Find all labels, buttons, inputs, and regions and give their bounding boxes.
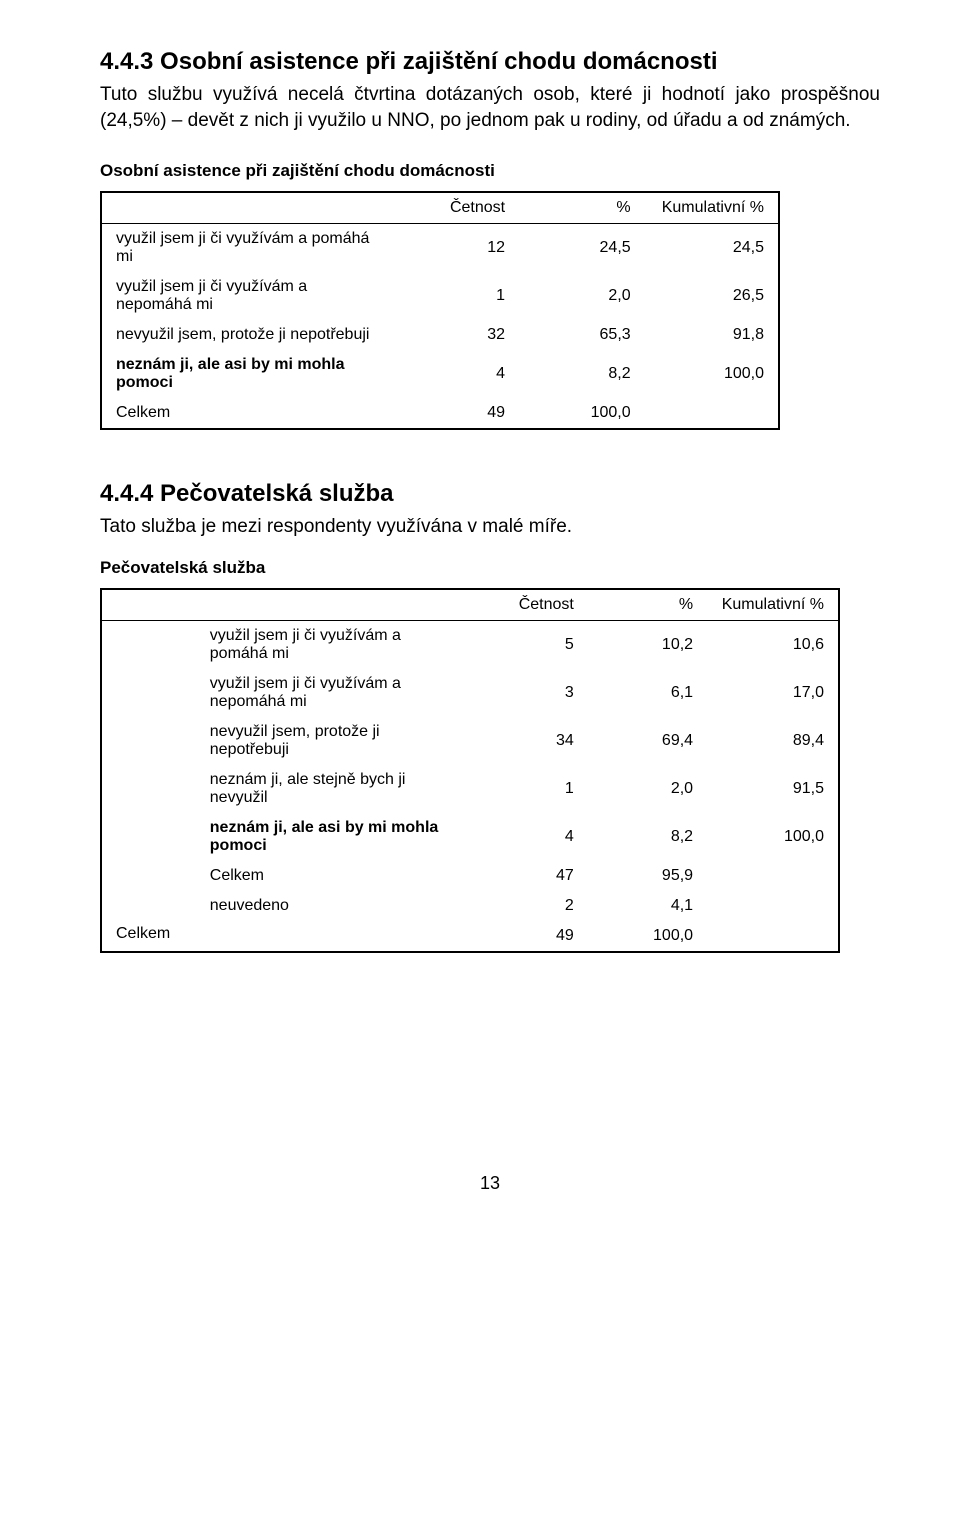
- col-percent: %: [519, 192, 645, 224]
- cell: 4: [465, 813, 588, 861]
- table-2: Četnost % Kumulativní % Celkem využil js…: [100, 588, 840, 953]
- cell: 10,2: [588, 620, 707, 669]
- row-label: Celkem: [101, 398, 391, 429]
- cell: 26,5: [645, 272, 779, 320]
- cell: 100,0: [645, 350, 779, 398]
- cell: 91,5: [707, 765, 839, 813]
- table-header-row: Četnost % Kumulativní %: [101, 589, 839, 621]
- cell: 34: [465, 717, 588, 765]
- cell: 5: [465, 620, 588, 669]
- cell: 32: [391, 320, 519, 350]
- table-row: neuvedeno 2 4,1: [101, 891, 839, 921]
- row-label: nevyužil jsem, protože ji nepotřebuji: [101, 320, 391, 350]
- cell: [707, 921, 839, 952]
- table-row: neznám ji, ale stejně bych ji nevyužil 1…: [101, 765, 839, 813]
- cell: 1: [391, 272, 519, 320]
- cell: 95,9: [588, 861, 707, 891]
- table-row: využil jsem ji či využívám a nepomáhá mi…: [101, 272, 779, 320]
- cell: [707, 891, 839, 921]
- cell: 4: [391, 350, 519, 398]
- col-kumulativni: Kumulativní %: [707, 589, 839, 621]
- cell: 4,1: [588, 891, 707, 921]
- table-header-row: Četnost % Kumulativní %: [101, 192, 779, 224]
- table-row: Celkem využil jsem ji či využívám a pomá…: [101, 620, 839, 669]
- row-label: neznám ji, ale asi by mi mohla pomoci: [101, 350, 391, 398]
- cell: 8,2: [588, 813, 707, 861]
- cell: 12: [391, 224, 519, 273]
- table-row: využil jsem ji či využívám a nepomáhá mi…: [101, 669, 839, 717]
- row-label: využil jsem ji či využívám a nepomáhá mi: [101, 272, 391, 320]
- row-label: neuvedeno: [196, 891, 465, 921]
- page: 4.4.3 Osobní asistence při zajištění cho…: [0, 0, 960, 1234]
- section-paragraph-2: Tato služba je mezi respondenty využíván…: [100, 514, 880, 540]
- row-label: využil jsem ji či využívám a pomáhá mi: [196, 620, 465, 669]
- table-row: Celkem 47 95,9: [101, 861, 839, 891]
- cell: [707, 861, 839, 891]
- row-label: [196, 921, 465, 952]
- section-paragraph-1: Tuto službu využívá necelá čtvrtina dotá…: [100, 82, 880, 133]
- table-row: neznám ji, ale asi by mi mohla pomoci 4 …: [101, 813, 839, 861]
- row-label: využil jsem ji či využívám a nepomáhá mi: [196, 669, 465, 717]
- cell: 17,0: [707, 669, 839, 717]
- cell: 1: [465, 765, 588, 813]
- cell: 89,4: [707, 717, 839, 765]
- cell: 3: [465, 669, 588, 717]
- cell: 69,4: [588, 717, 707, 765]
- page-number: 13: [100, 1173, 880, 1194]
- row-label: neznám ji, ale stejně bych ji nevyužil: [196, 765, 465, 813]
- table-row: Celkem 49 100,0: [101, 398, 779, 429]
- cell: 8,2: [519, 350, 645, 398]
- row-label: Celkem: [196, 861, 465, 891]
- cell: 100,0: [588, 921, 707, 952]
- group-label: Celkem: [101, 620, 196, 952]
- cell: 2,0: [519, 272, 645, 320]
- cell: 91,8: [645, 320, 779, 350]
- table-row: nevyužil jsem, protože ji nepotřebuji 34…: [101, 717, 839, 765]
- cell: 47: [465, 861, 588, 891]
- section-heading-1: 4.4.3 Osobní asistence při zajištění cho…: [100, 48, 880, 76]
- table-1: Četnost % Kumulativní % využil jsem ji č…: [100, 191, 780, 430]
- cell: 100,0: [707, 813, 839, 861]
- cell: 49: [391, 398, 519, 429]
- col-cetnost: Četnost: [465, 589, 588, 621]
- cell: 65,3: [519, 320, 645, 350]
- col-percent: %: [588, 589, 707, 621]
- col-kumulativni: Kumulativní %: [645, 192, 779, 224]
- col-cetnost: Četnost: [391, 192, 519, 224]
- cell: 2,0: [588, 765, 707, 813]
- cell: 24,5: [645, 224, 779, 273]
- cell: 6,1: [588, 669, 707, 717]
- table-title-2: Pečovatelská služba: [100, 558, 880, 578]
- section-heading-2: 4.4.4 Pečovatelská služba: [100, 480, 880, 508]
- cell: 2: [465, 891, 588, 921]
- row-label: využil jsem ji či využívám a pomáhá mi: [101, 224, 391, 273]
- cell: [645, 398, 779, 429]
- cell: 24,5: [519, 224, 645, 273]
- row-label: nevyužil jsem, protože ji nepotřebuji: [196, 717, 465, 765]
- table-row: 49 100,0: [101, 921, 839, 952]
- table-title-1: Osobní asistence při zajištění chodu dom…: [100, 161, 880, 181]
- cell: 10,6: [707, 620, 839, 669]
- table-row: využil jsem ji či využívám a pomáhá mi 1…: [101, 224, 779, 273]
- table-row: neznám ji, ale asi by mi mohla pomoci 4 …: [101, 350, 779, 398]
- row-label: neznám ji, ale asi by mi mohla pomoci: [196, 813, 465, 861]
- cell: 100,0: [519, 398, 645, 429]
- cell: 49: [465, 921, 588, 952]
- table-row: nevyužil jsem, protože ji nepotřebuji 32…: [101, 320, 779, 350]
